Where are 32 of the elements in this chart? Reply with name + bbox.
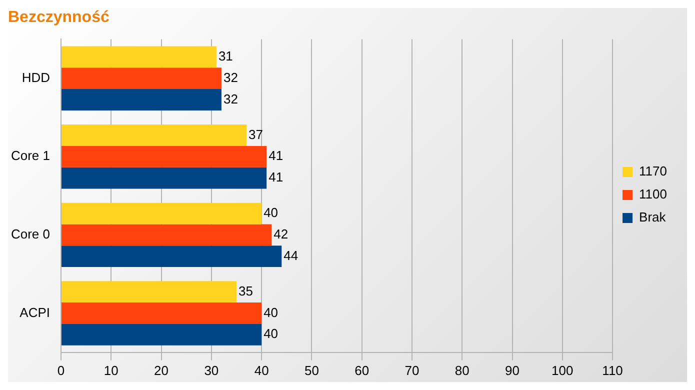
chart-title: Bezczynność (8, 9, 110, 26)
legend-label: 1100 (639, 186, 668, 202)
x-tick-label: 30 (204, 362, 219, 378)
data-label: 40 (264, 205, 278, 220)
x-tick-label: 20 (154, 362, 169, 378)
x-tick-label: 50 (304, 362, 319, 378)
x-tick-label: 10 (104, 362, 118, 378)
data-label: 32 (223, 91, 238, 106)
data-label: 42 (274, 226, 288, 242)
data-label: 32 (223, 70, 238, 85)
y-tick-label: HDD (22, 70, 50, 85)
legend-label: 1170 (639, 164, 668, 179)
x-tick-label: 0 (57, 362, 65, 378)
x-tick-label: 90 (505, 362, 520, 378)
y-tick-label: Core 0 (10, 226, 50, 242)
data-label: 37 (248, 126, 263, 142)
y-tick-label: Core 1 (10, 148, 50, 164)
x-tick-label: 40 (254, 362, 269, 378)
data-label: 31 (218, 48, 233, 64)
x-tick-label: 100 (552, 362, 574, 378)
data-label: 40 (264, 304, 278, 320)
x-tick-label: 60 (354, 362, 370, 378)
legend-label: Brak (639, 210, 666, 225)
x-tick-label: 80 (454, 362, 470, 378)
data-label: 41 (268, 170, 284, 185)
data-label: 41 (268, 148, 284, 164)
data-label: 35 (238, 283, 253, 298)
x-tick-label: 110 (602, 362, 623, 378)
y-tick-label: ACPI (20, 304, 50, 320)
x-tick-label: 70 (404, 362, 420, 378)
data-label: 44 (284, 248, 298, 263)
data-label: 40 (264, 326, 278, 342)
